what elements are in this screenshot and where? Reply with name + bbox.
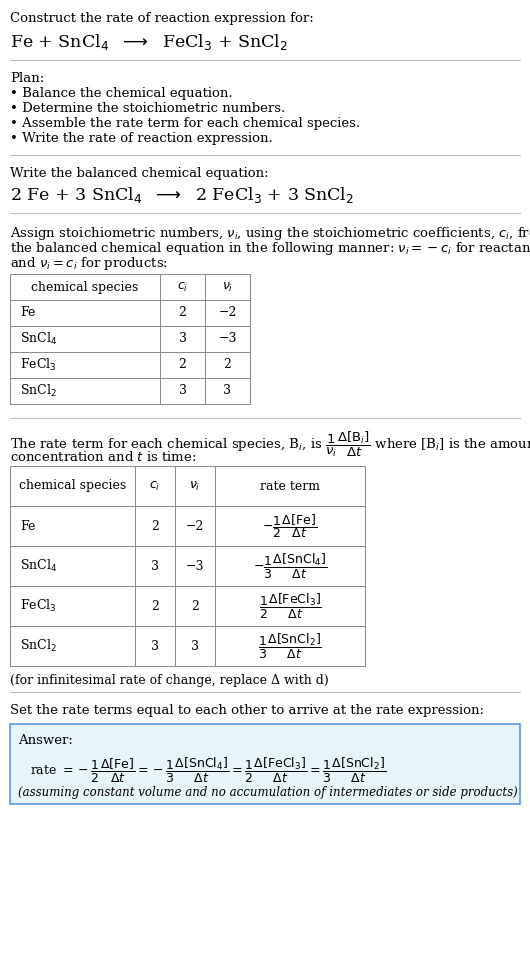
Text: $c_i$: $c_i$ [177, 280, 188, 294]
Text: 2: 2 [179, 306, 187, 319]
Text: 3: 3 [151, 639, 159, 653]
Text: $\nu_i$: $\nu_i$ [222, 280, 233, 294]
Text: $\dfrac{1}{2}\dfrac{\Delta[\mathrm{FeCl}_3]}{\Delta t}$: $\dfrac{1}{2}\dfrac{\Delta[\mathrm{FeCl}… [259, 591, 322, 621]
Text: Plan:: Plan: [10, 72, 44, 85]
Text: (assuming constant volume and no accumulation of intermediates or side products): (assuming constant volume and no accumul… [18, 786, 518, 799]
Text: Fe: Fe [20, 519, 36, 533]
Text: rate term: rate term [260, 479, 320, 493]
Text: SnCl$_2$: SnCl$_2$ [20, 638, 57, 654]
Text: 2: 2 [151, 519, 159, 533]
Text: • Assemble the rate term for each chemical species.: • Assemble the rate term for each chemic… [10, 117, 360, 130]
Text: 3: 3 [179, 333, 187, 346]
Text: −3: −3 [218, 333, 237, 346]
Text: 2: 2 [179, 358, 187, 372]
Text: Answer:: Answer: [18, 734, 73, 747]
Text: SnCl$_4$: SnCl$_4$ [20, 331, 57, 347]
Text: Assign stoichiometric numbers, $\nu_i$, using the stoichiometric coefficients, $: Assign stoichiometric numbers, $\nu_i$, … [10, 225, 530, 242]
Text: 3: 3 [179, 385, 187, 397]
Text: • Write the rate of reaction expression.: • Write the rate of reaction expression. [10, 132, 273, 145]
Text: $c_i$: $c_i$ [149, 479, 161, 493]
Text: FeCl$_3$: FeCl$_3$ [20, 357, 57, 373]
Text: Fe + SnCl$_4$  $\longrightarrow$  FeCl$_3$ + SnCl$_2$: Fe + SnCl$_4$ $\longrightarrow$ FeCl$_3$… [10, 32, 288, 52]
Text: FeCl$_3$: FeCl$_3$ [20, 598, 57, 614]
Text: (for infinitesimal rate of change, replace Δ with d): (for infinitesimal rate of change, repla… [10, 674, 329, 687]
Text: Write the balanced chemical equation:: Write the balanced chemical equation: [10, 167, 269, 180]
FancyBboxPatch shape [10, 724, 520, 804]
Text: Construct the rate of reaction expression for:: Construct the rate of reaction expressio… [10, 12, 314, 25]
Text: 2: 2 [151, 599, 159, 613]
Text: −2: −2 [186, 519, 204, 533]
Text: 2: 2 [191, 599, 199, 613]
Text: and $\nu_i = c_i$ for products:: and $\nu_i = c_i$ for products: [10, 255, 168, 272]
Text: 3: 3 [151, 559, 159, 573]
Text: rate $= -\dfrac{1}{2}\dfrac{\Delta[\mathrm{Fe}]}{\Delta t} = -\dfrac{1}{3}\dfrac: rate $= -\dfrac{1}{2}\dfrac{\Delta[\math… [30, 756, 386, 785]
Text: chemical species: chemical species [19, 479, 126, 493]
Text: • Balance the chemical equation.: • Balance the chemical equation. [10, 87, 233, 100]
Text: Set the rate terms equal to each other to arrive at the rate expression:: Set the rate terms equal to each other t… [10, 704, 484, 717]
Text: −3: −3 [186, 559, 204, 573]
Text: • Determine the stoichiometric numbers.: • Determine the stoichiometric numbers. [10, 102, 285, 115]
Text: SnCl$_4$: SnCl$_4$ [20, 558, 57, 574]
Text: $-\dfrac{1}{2}\dfrac{\Delta[\mathrm{Fe}]}{\Delta t}$: $-\dfrac{1}{2}\dfrac{\Delta[\mathrm{Fe}]… [262, 512, 317, 540]
Text: 2 Fe + 3 SnCl$_4$  $\longrightarrow$  2 FeCl$_3$ + 3 SnCl$_2$: 2 Fe + 3 SnCl$_4$ $\longrightarrow$ 2 Fe… [10, 185, 354, 205]
Text: 3: 3 [191, 639, 199, 653]
Text: $\nu_i$: $\nu_i$ [189, 479, 201, 493]
Text: The rate term for each chemical species, B$_i$, is $\dfrac{1}{\nu_i}\dfrac{\Delt: The rate term for each chemical species,… [10, 430, 530, 460]
Text: chemical species: chemical species [31, 280, 139, 294]
Text: 2: 2 [224, 358, 232, 372]
Text: $-\dfrac{1}{3}\dfrac{\Delta[\mathrm{SnCl}_4]}{\Delta t}$: $-\dfrac{1}{3}\dfrac{\Delta[\mathrm{SnCl… [253, 551, 327, 581]
Text: −2: −2 [218, 306, 237, 319]
Text: Fe: Fe [20, 306, 36, 319]
Text: 3: 3 [224, 385, 232, 397]
Text: SnCl$_2$: SnCl$_2$ [20, 383, 57, 399]
Text: $\dfrac{1}{3}\dfrac{\Delta[\mathrm{SnCl}_2]}{\Delta t}$: $\dfrac{1}{3}\dfrac{\Delta[\mathrm{SnCl}… [258, 631, 322, 661]
Text: concentration and $t$ is time:: concentration and $t$ is time: [10, 450, 197, 464]
Text: the balanced chemical equation in the following manner: $\nu_i = -c_i$ for react: the balanced chemical equation in the fo… [10, 240, 530, 257]
